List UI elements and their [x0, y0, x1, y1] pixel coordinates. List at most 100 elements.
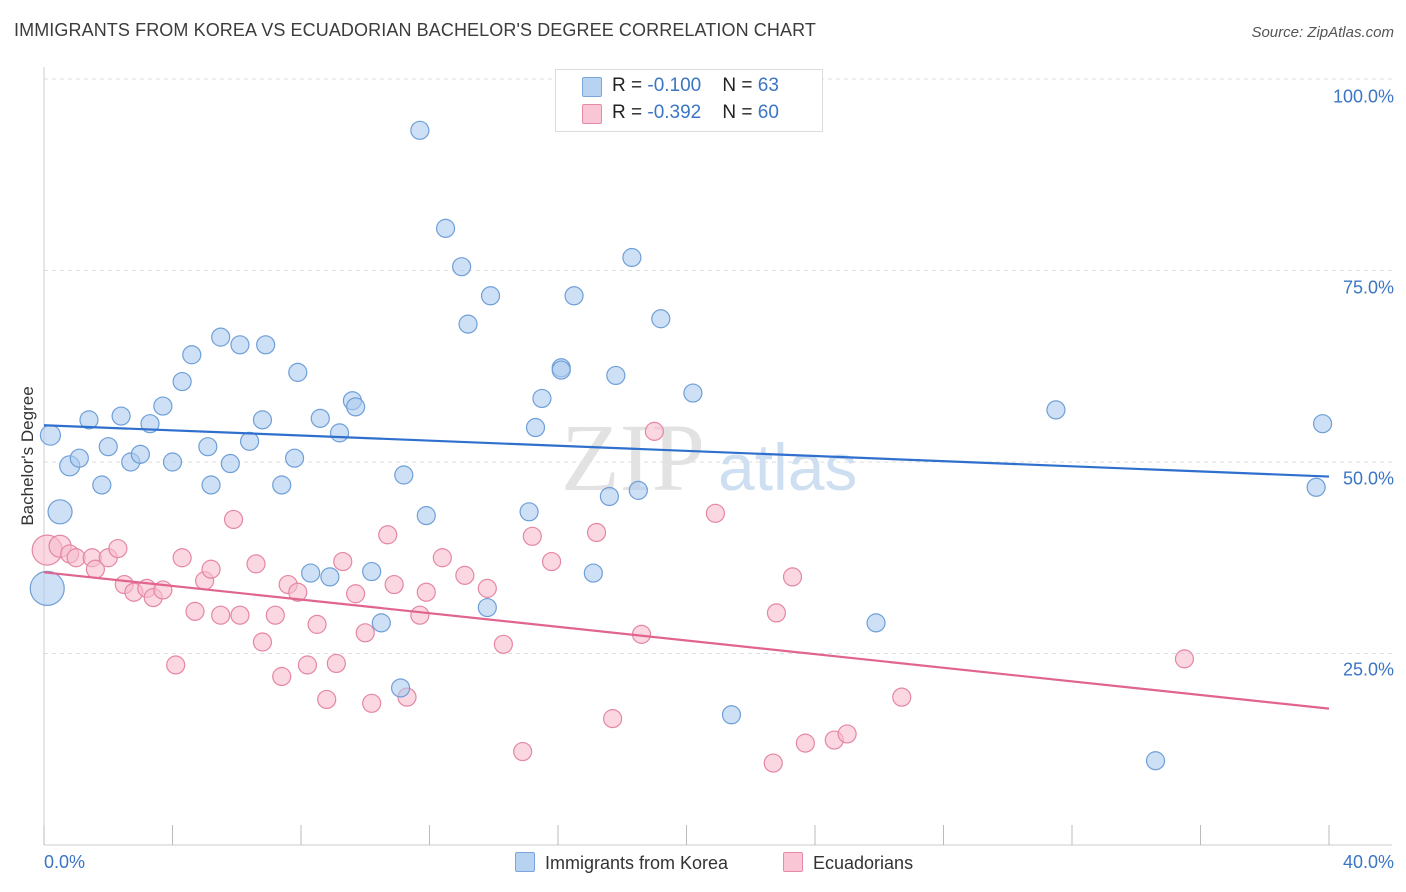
y-tick-75: 75.0% — [1342, 277, 1394, 298]
korea-point — [1145, 751, 1166, 771]
ecuadorian-point — [362, 693, 382, 713]
ecuadorian-point — [892, 687, 912, 707]
n-label: N = — [722, 102, 758, 123]
ecuadorian-point — [410, 605, 430, 625]
series-korea — [29, 120, 1333, 771]
ecuadorian-point — [307, 614, 327, 634]
korea-swatch-icon — [582, 77, 602, 97]
ecuadorians-legend-swatch-icon — [783, 852, 803, 872]
korea-point — [1306, 477, 1326, 497]
ecuadorian-point — [603, 709, 623, 729]
ecuadorian-trend-line — [43, 571, 1330, 710]
korea-point — [583, 563, 603, 583]
ecuadorian-point — [288, 582, 308, 602]
ecuadorian-point — [108, 538, 128, 559]
y-tick-100: 100.0% — [1332, 86, 1394, 107]
trend-lines — [43, 424, 1330, 710]
ecuadorian-point — [346, 584, 366, 604]
korea-point — [628, 480, 648, 500]
korea-point — [452, 257, 472, 277]
korea-point — [98, 437, 118, 457]
ecuadorian-point — [432, 548, 452, 568]
ecuadorian-point — [355, 623, 375, 643]
ecuadorian-point — [763, 753, 783, 773]
korea-point — [79, 410, 99, 430]
korea-point — [651, 309, 671, 329]
r-value: -0.100 — [647, 75, 702, 96]
korea-point — [390, 678, 411, 698]
korea-point — [272, 475, 292, 495]
ecuadorian-point — [223, 509, 244, 530]
ecuadorian-point — [782, 567, 803, 587]
korea-point — [551, 360, 571, 380]
korea-point — [458, 314, 478, 334]
ecuadorian-point — [477, 578, 497, 598]
korea-point — [288, 362, 308, 382]
korea-point — [201, 475, 221, 495]
ecuadorian-point — [522, 526, 542, 546]
korea-point — [220, 453, 240, 474]
n-value: 63 — [757, 75, 779, 96]
ecuadorian-point — [66, 548, 86, 568]
ecuadorian-point — [317, 689, 337, 710]
korea-point — [532, 388, 552, 409]
korea-point — [866, 613, 886, 633]
korea-point — [211, 327, 231, 347]
korea-point — [416, 506, 436, 526]
korea-point — [346, 397, 366, 417]
ecuadorian-point — [1174, 649, 1195, 669]
ecuadorian-point — [513, 741, 533, 762]
korea-point — [362, 561, 382, 582]
korea-point — [1312, 414, 1333, 434]
n-label: N = — [722, 75, 758, 96]
ecuadorian-point — [378, 525, 398, 545]
ecuadorian-point — [211, 605, 231, 625]
r-label: R = — [612, 102, 648, 123]
ecuadorian-point — [493, 634, 513, 654]
legend-item-ecuadorians[interactable]: Ecuadorians — [783, 852, 913, 876]
ecuadorian-point — [541, 551, 562, 572]
korea-point — [284, 448, 305, 468]
ecuadorian-point — [586, 522, 607, 543]
ecuadorian-point — [416, 582, 436, 602]
ecuadorian-point — [230, 605, 250, 625]
korea-point — [519, 502, 539, 522]
ecuadorian-point — [265, 605, 285, 625]
korea-point — [252, 410, 273, 430]
ecuadorian-point — [297, 655, 318, 675]
n-value: 60 — [757, 102, 779, 123]
korea-point — [29, 570, 65, 606]
ecuadorian-point — [455, 565, 475, 585]
ecuadorian-point — [795, 733, 815, 753]
korea-point — [394, 465, 414, 485]
korea-point — [153, 396, 173, 416]
korea-point — [329, 423, 350, 443]
y-tick-25: 25.0% — [1342, 659, 1394, 680]
korea-point — [435, 218, 456, 238]
korea-point — [310, 408, 330, 428]
korea-point — [1046, 400, 1066, 420]
ecuadorians-swatch-icon — [582, 104, 602, 124]
korea-point — [622, 247, 642, 268]
watermark-atlas: atlas — [718, 430, 857, 504]
ecuadorian-point — [252, 632, 273, 652]
y-tick-50: 50.0% — [1342, 468, 1394, 489]
korea-legend-swatch-icon — [515, 852, 535, 872]
legend-label-korea: Immigrants from Korea — [545, 853, 729, 873]
ecuadorian-point — [333, 551, 353, 572]
r-value: -0.392 — [647, 102, 702, 123]
ecuadorian-point — [246, 554, 266, 574]
korea-point — [162, 452, 183, 472]
ecuadorian-point — [201, 559, 221, 579]
korea-point — [230, 335, 250, 355]
ecuadorian-point — [705, 503, 726, 523]
legend-item-korea[interactable]: Immigrants from Korea — [515, 852, 728, 876]
ecuadorian-point — [384, 574, 404, 595]
korea-point — [320, 567, 340, 587]
korea-point — [477, 597, 497, 618]
watermark: ZIP atlas — [561, 404, 857, 511]
legend-label-ecuadorians: Ecuadorians — [813, 853, 914, 873]
korea-point — [198, 437, 218, 457]
ecuadorian-point — [172, 548, 192, 568]
